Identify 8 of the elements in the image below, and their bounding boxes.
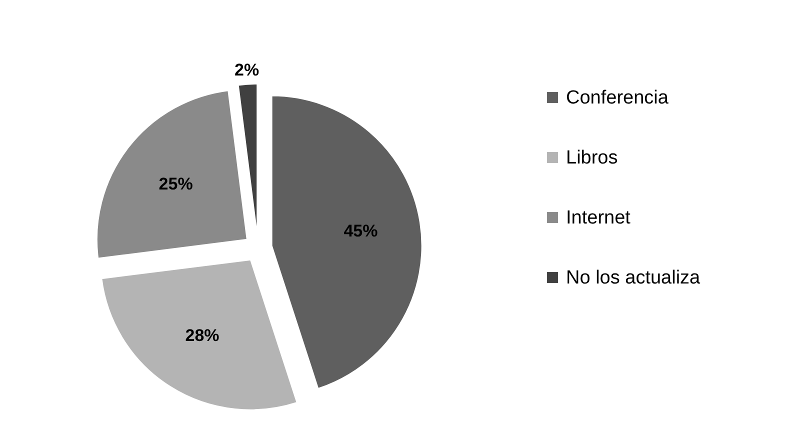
- data-label: 45%: [344, 222, 378, 241]
- legend-label: Conferencia: [566, 88, 669, 108]
- legend-label: No los actualiza: [566, 268, 701, 288]
- data-label: 25%: [158, 174, 193, 194]
- legend-label: Internet: [566, 208, 632, 228]
- legend-label: Libros: [566, 148, 618, 168]
- data-label: 2%: [234, 60, 260, 80]
- data-label: 28%: [185, 326, 220, 345]
